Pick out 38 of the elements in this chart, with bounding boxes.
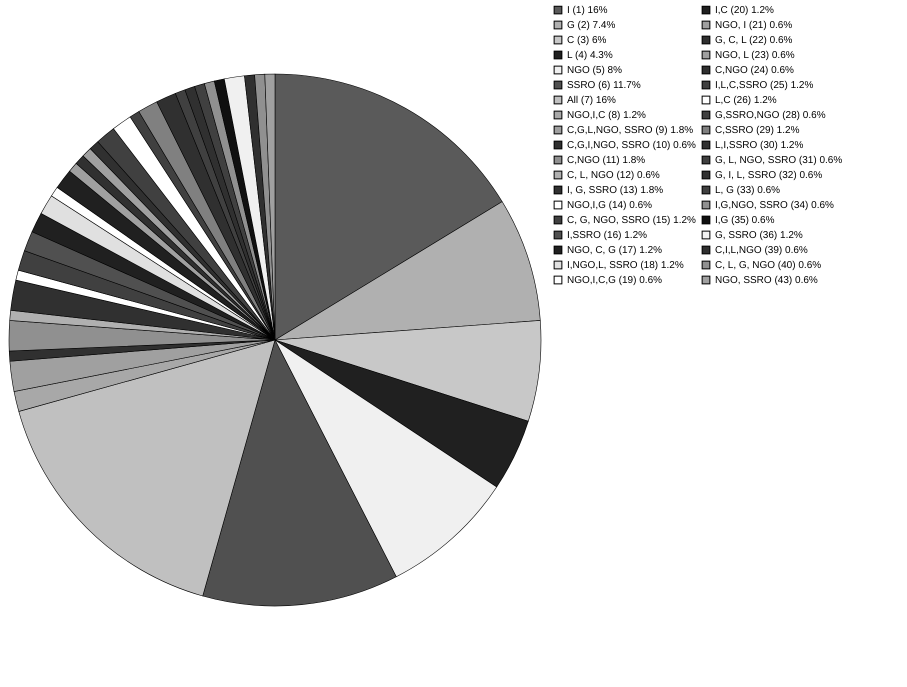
- legend-label: C,I,L,NGO (39) 0.6%: [715, 245, 808, 256]
- legend-label: C,NGO (11) 1.8%: [567, 155, 646, 166]
- legend-label: G, I, L, SSRO (32) 0.6%: [715, 170, 822, 181]
- legend-label: L, G (33) 0.6%: [715, 185, 780, 196]
- legend-label: I,SSRO (16) 1.2%: [567, 230, 648, 241]
- legend-label: I, G, SSRO (13) 1.8%: [567, 185, 664, 196]
- legend-label: G (2) 7.4%: [567, 20, 616, 31]
- legend-label: L,C (26) 1.2%: [715, 95, 777, 106]
- legend-label: NGO, L (23) 0.6%: [715, 50, 795, 61]
- legend-label: I,L,C,SSRO (25) 1.2%: [715, 80, 814, 91]
- legend-label: L (4) 4.3%: [567, 50, 613, 61]
- legend-label: NGO, I (21) 0.6%: [715, 20, 792, 31]
- legend-label: C, L, NGO (12) 0.6%: [567, 170, 660, 181]
- legend-label: C,NGO (24) 0.6%: [715, 65, 794, 76]
- legend-label: L,I,SSRO (30) 1.2%: [715, 140, 804, 151]
- legend-label: NGO, SSRO (43) 0.6%: [715, 275, 818, 286]
- legend-label: I,G (35) 0.6%: [715, 215, 775, 226]
- legend-label: G, SSRO (36) 1.2%: [715, 230, 803, 241]
- legend-label: NGO,I,G (14) 0.6%: [567, 200, 652, 211]
- legend-label: C,SSRO (29) 1.2%: [715, 125, 800, 136]
- legend-label: NGO (5) 8%: [567, 65, 622, 76]
- legend-label: I,NGO,L, SSRO (18) 1.2%: [567, 260, 684, 271]
- legend-label: All (7) 16%: [567, 95, 616, 106]
- legend-label: I,C (20) 1.2%: [715, 5, 774, 16]
- legend-label: I (1) 16%: [567, 5, 608, 16]
- legend-label: NGO,I,C (8) 1.2%: [567, 110, 646, 121]
- legend-label: NGO,I,C,G (19) 0.6%: [567, 275, 662, 286]
- legend-label: C, G, NGO, SSRO (15) 1.2%: [567, 215, 696, 226]
- legend-label: C,G,L,NGO, SSRO (9) 1.8%: [567, 125, 694, 136]
- legend-label: G,SSRO,NGO (28) 0.6%: [715, 110, 826, 121]
- legend-label: C, L, G, NGO (40) 0.6%: [715, 260, 822, 271]
- legend-label: G, L, NGO, SSRO (31) 0.6%: [715, 155, 842, 166]
- legend-label: C (3) 6%: [567, 35, 607, 46]
- legend-label: C,G,I,NGO, SSRO (10) 0.6%: [567, 140, 696, 151]
- legend-label: I,G,NGO, SSRO (34) 0.6%: [715, 200, 834, 211]
- legend-label: SSRO (6) 11.7%: [567, 80, 641, 91]
- legend-label: G, C, L (22) 0.6%: [715, 35, 793, 46]
- legend-label: NGO, C, G (17) 1.2%: [567, 245, 662, 256]
